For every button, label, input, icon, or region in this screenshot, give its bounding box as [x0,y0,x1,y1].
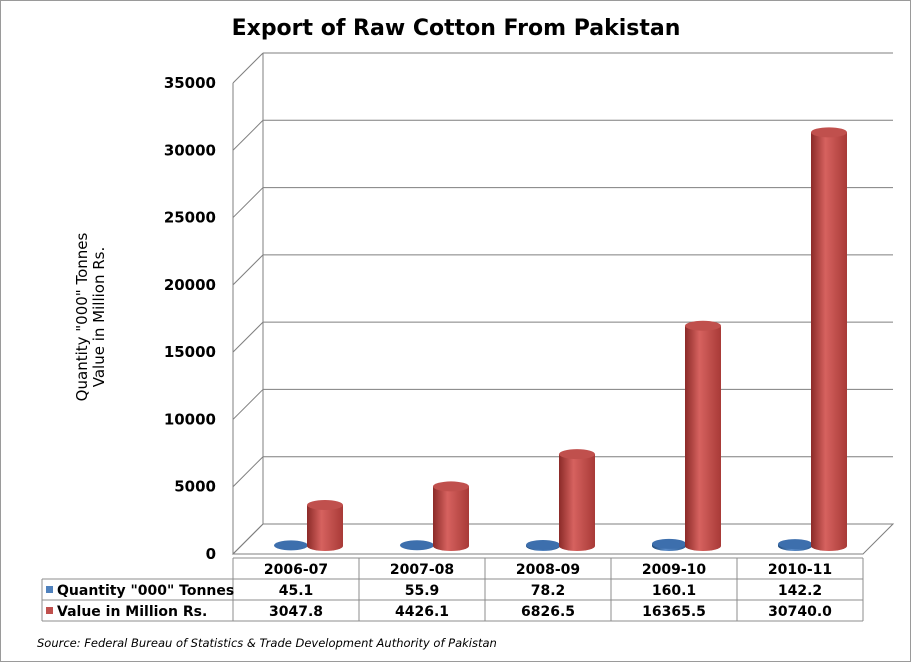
y-axis-label: Quantity "000" TonnesValue in Million Rs… [73,233,108,402]
bar-value-2008-09 [559,449,595,551]
category-label: 2009-10 [642,562,707,578]
series-name: Value in Million Rs. [57,604,207,620]
y-axis: 0 5000 10000 15000 20000 25000 30000 35000 [164,74,234,563]
chart-floor [231,523,895,555]
gridline-diag [232,456,264,488]
gridline-diag [232,119,264,151]
legend-key-value [46,607,53,614]
chart-title: Export of Raw Cotton From Pakistan [232,16,681,41]
gridline-diag [232,254,264,286]
data-cell: 30740.0 [768,604,832,620]
y-axis-label-line: Value in Million Rs. [90,247,108,387]
category-label: 2010-11 [768,562,832,578]
y-tick-label: 15000 [164,343,216,361]
bar-value-2007-08 [433,481,469,551]
y-tick-label: 5000 [174,478,216,496]
category-label: 2006-07 [264,562,328,578]
data-cell: 45.1 [279,583,314,599]
category-label: 2008-09 [516,562,580,578]
chart-bars [274,127,847,551]
y-tick-label: 30000 [164,141,216,159]
data-table: 2006-07 2007-08 2008-09 2009-10 2010-11 Quant… [41,557,864,622]
bar-quantity-2007-08 [400,540,434,551]
legend-key-quantity [46,586,53,593]
data-cell: 16365.5 [642,604,706,620]
bar-quantity-2010-11 [778,539,812,551]
svg-text:Quantity "000" TonnesValue in: Quantity "000" TonnesValue in Million Rs… [73,233,108,402]
bar-value-2009-10 [685,320,721,551]
y-tick-label: 25000 [164,209,216,227]
gridline-diag [232,52,264,84]
data-cell: 160.1 [652,583,696,599]
data-cell: 55.9 [405,583,440,599]
bar-quantity-2009-10 [652,538,686,551]
category-label: 2007-08 [390,562,454,578]
data-cell: 142.2 [778,583,822,599]
y-axis-label-line: Quantity "000" Tonnes [73,233,91,402]
chart-grid [231,52,895,555]
bar-value-2010-11 [811,127,847,551]
bar-value-2006-07 [307,499,343,551]
data-cell: 6826.5 [521,604,575,620]
y-tick-label: 10000 [164,410,216,428]
data-cell: 4426.1 [395,604,449,620]
data-cell: 3047.8 [269,604,323,620]
bar-quantity-2006-07 [274,540,308,551]
gridline-diag [232,321,264,353]
y-tick-label: 20000 [164,276,216,294]
y-tick-label: 0 [206,545,216,563]
y-tick-label: 35000 [164,74,216,92]
gridline-diag [232,389,264,420]
bar-quantity-2008-09 [526,539,560,551]
series-name: Quantity "000" Tonnes [57,583,234,599]
gridline-diag [232,187,264,218]
source-note: Source: Federal Bureau of Statistics & T… [37,636,497,650]
data-cell: 78.2 [531,583,566,599]
